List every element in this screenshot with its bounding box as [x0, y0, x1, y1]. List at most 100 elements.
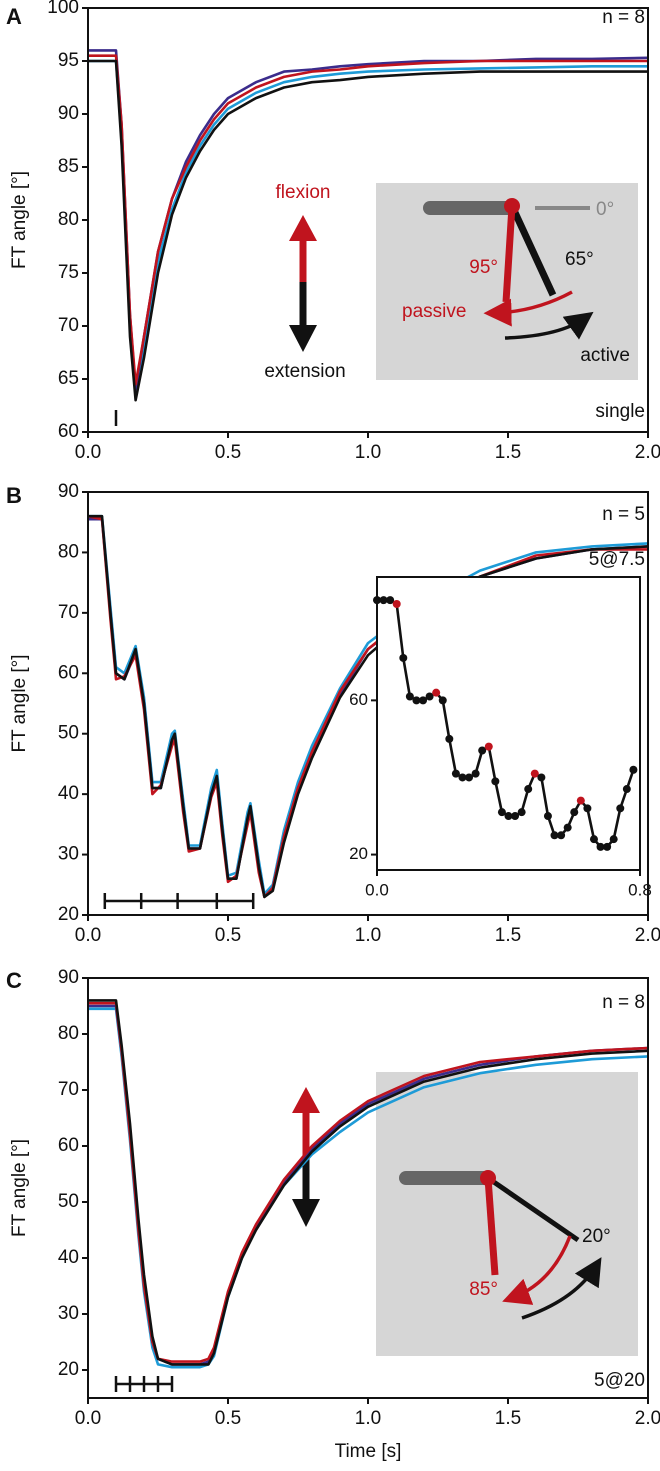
x-tick-label: 0.0: [75, 442, 101, 463]
plot-frame: [87, 977, 649, 1399]
annotation: single: [595, 401, 645, 422]
annotation: n = 8: [602, 992, 645, 1013]
y-tick-label: 75: [58, 262, 79, 283]
y-tick-label: 20: [349, 844, 368, 863]
x-tick-label: 0.0: [365, 880, 389, 899]
y-tick-label: 60: [58, 421, 79, 442]
data-point: [478, 746, 487, 755]
data-point: [543, 812, 552, 821]
x-tick-label: 1.5: [495, 925, 521, 946]
y-tick-label: 90: [58, 481, 79, 502]
x-tick-label: 0.8: [628, 880, 652, 899]
data-point: [497, 808, 506, 817]
data-point: [484, 742, 493, 751]
data-point: [458, 773, 467, 782]
data-point: [451, 769, 460, 778]
data-point: [504, 812, 513, 821]
data-point: [392, 599, 401, 608]
joint-diagram: [376, 183, 638, 380]
y-axis-label: FT angle [°]: [9, 654, 30, 752]
data-point: [445, 734, 454, 743]
y-tick-label: 60: [349, 690, 368, 709]
x-tick-label: 1.0: [355, 925, 381, 946]
x-tick-label: 2.0: [635, 442, 660, 463]
series-line: [88, 59, 648, 402]
y-tick-label: 90: [58, 103, 79, 124]
data-point: [550, 831, 559, 840]
plot-frame: [87, 491, 649, 916]
series-line: [88, 514, 649, 899]
annotation: 65°: [565, 249, 594, 270]
y-tick-label: 95: [58, 50, 79, 71]
annotation: extension: [264, 361, 345, 382]
plot-frame: [87, 7, 649, 433]
data-point: [589, 835, 598, 844]
data-point: [616, 804, 625, 813]
data-point: [622, 785, 631, 794]
annotation: active: [580, 345, 630, 366]
annotation: 95°: [469, 257, 498, 278]
data-point: [425, 692, 434, 701]
panel-label: A: [6, 4, 22, 29]
y-tick-label: 50: [58, 723, 79, 744]
y-tick-label: 90: [58, 967, 79, 988]
y-tick-label: 40: [58, 783, 79, 804]
data-point: [517, 808, 526, 817]
x-tick-label: 0.0: [75, 1408, 101, 1429]
data-point: [537, 773, 546, 782]
y-tick-label: 70: [58, 315, 79, 336]
x-tick-label: 0.5: [215, 1408, 241, 1429]
annotation: passive: [402, 301, 466, 322]
y-tick-label: 80: [58, 1023, 79, 1044]
data-point: [583, 804, 592, 813]
data-point: [609, 835, 618, 844]
data-point: [491, 777, 500, 786]
y-tick-label: 80: [58, 541, 79, 562]
y-tick-label: 70: [58, 1079, 79, 1100]
annotation: n = 5: [602, 504, 645, 525]
annotation: n = 8: [602, 7, 645, 28]
x-tick-label: 0.5: [215, 925, 241, 946]
y-tick-label: 50: [58, 1191, 79, 1212]
annotation: flexion: [276, 182, 331, 203]
series-line: [88, 999, 649, 1366]
y-tick-label: 30: [58, 844, 79, 865]
y-tick-label: 70: [58, 602, 79, 623]
data-point: [596, 842, 605, 851]
joint-diagram: [376, 1072, 638, 1356]
x-tick-label: 0.5: [215, 442, 241, 463]
x-axis-label: Time [s]: [335, 1441, 402, 1462]
direction-arrow: [289, 215, 317, 352]
x-tick-label: 1.5: [495, 1408, 521, 1429]
data-point: [576, 796, 585, 805]
y-tick-label: 65: [58, 368, 79, 389]
y-tick-label: 60: [58, 1135, 79, 1156]
y-tick-label: 60: [58, 662, 79, 683]
y-tick-label: 80: [58, 209, 79, 230]
x-tick-label: 1.0: [355, 1408, 381, 1429]
data-point: [432, 688, 441, 697]
y-tick-label: 40: [58, 1247, 79, 1268]
data-point: [629, 765, 638, 774]
panel-label: B: [6, 483, 22, 508]
data-point: [412, 696, 421, 705]
data-point: [570, 808, 579, 817]
y-tick-label: 20: [58, 1359, 79, 1380]
data-point: [465, 773, 474, 782]
y-axis-label: FT angle [°]: [9, 171, 30, 269]
data-point: [557, 831, 566, 840]
y-axis-label: FT angle [°]: [9, 1139, 30, 1237]
x-tick-label: 2.0: [635, 1408, 660, 1429]
annotation: 5@7.5: [589, 549, 645, 570]
data-point: [524, 785, 533, 794]
x-tick-label: 1.0: [355, 442, 381, 463]
data-point: [563, 823, 572, 832]
inset-background: [377, 577, 640, 870]
data-point: [603, 842, 612, 851]
data-point: [511, 812, 520, 821]
y-tick-label: 85: [58, 156, 79, 177]
annotation: 0°: [596, 199, 614, 220]
y-tick-label: 100: [47, 0, 79, 18]
